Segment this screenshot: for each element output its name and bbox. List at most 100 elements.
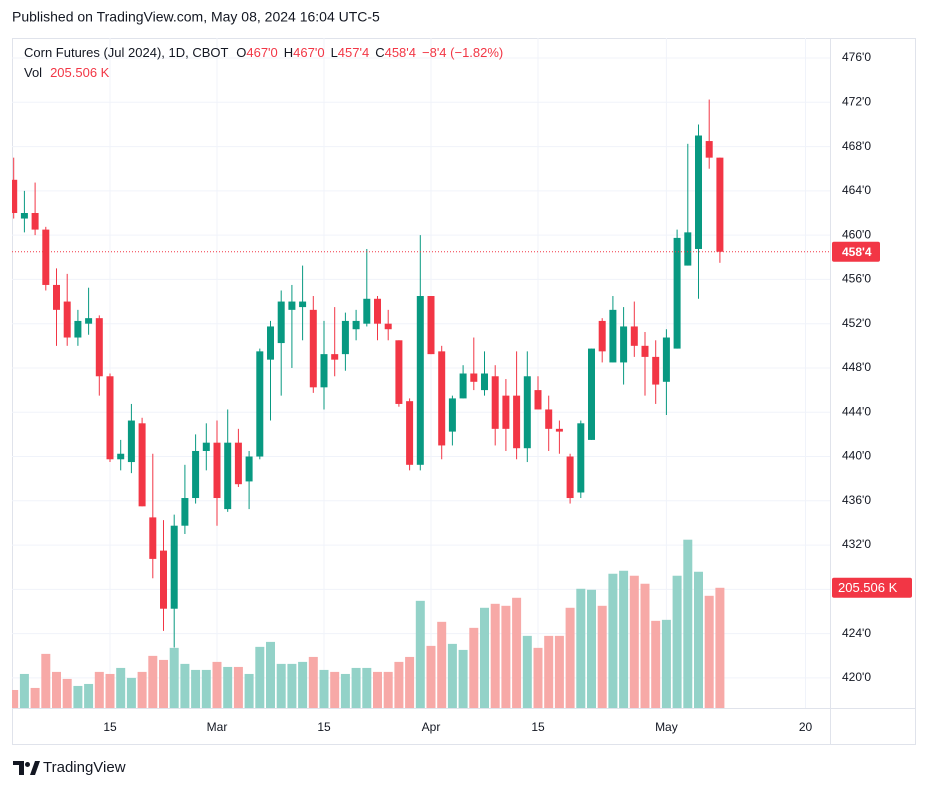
candle-body — [320, 354, 328, 388]
candle-body — [245, 456, 253, 482]
volume-bar — [501, 605, 511, 708]
volume-bar — [116, 667, 126, 708]
grid — [12, 38, 830, 708]
volume-bar — [41, 653, 51, 708]
volume-bar — [597, 605, 607, 708]
volume-bar — [340, 673, 350, 708]
candle-body — [277, 301, 285, 344]
candle-body — [374, 298, 381, 324]
volume-bar — [105, 673, 115, 708]
volume-bar — [522, 635, 532, 708]
y-tick-label: 468'0 — [842, 139, 871, 153]
candle-body — [684, 232, 692, 266]
volume-bar — [52, 671, 61, 708]
candle-body — [202, 442, 210, 451]
y-tick-label: 448'0 — [842, 360, 871, 374]
volume-legend: Vol 205.506 K — [24, 65, 110, 80]
volume-bar — [683, 539, 693, 708]
candle-body — [256, 351, 264, 457]
volume-bar — [212, 661, 222, 708]
volume-bar — [544, 635, 554, 708]
logo-icon — [25, 762, 30, 767]
y-tick-label: 424'0 — [842, 626, 871, 640]
volume-bar — [694, 571, 703, 708]
volume-bar — [373, 671, 382, 708]
candle-body — [566, 456, 574, 499]
volume-bar — [19, 673, 29, 708]
y-tick-label: 472'0 — [842, 94, 871, 108]
candle-body — [481, 373, 488, 391]
candle-body — [170, 525, 178, 609]
volume-bar — [12, 689, 19, 708]
volume-bar — [480, 607, 489, 708]
volume-bars — [12, 539, 725, 708]
candle-body — [309, 309, 317, 388]
candle-body — [620, 326, 628, 363]
volume-bar — [394, 661, 404, 708]
volume-bar — [533, 647, 543, 708]
candle-body — [127, 420, 135, 463]
candle-body — [555, 428, 563, 432]
legend-title: Corn Futures (Jul 2024), 1D, CBOT — [24, 45, 229, 60]
candle-body — [267, 326, 274, 360]
candle-body — [192, 450, 200, 499]
volume-bar — [148, 655, 158, 708]
candle-body — [234, 442, 242, 485]
legend-key: C — [375, 45, 384, 60]
y-tick-label: 452'0 — [842, 316, 871, 330]
legend-key: H — [284, 45, 293, 60]
candle-body — [12, 179, 18, 213]
volume-bar — [255, 646, 265, 708]
volume-bar — [319, 669, 329, 708]
candle-body — [363, 298, 371, 324]
last-volume-tag — [832, 577, 912, 598]
volume-bar — [490, 603, 500, 708]
volume-bar — [30, 687, 40, 708]
x-tick-label: 15 — [317, 720, 331, 734]
candle-body — [470, 373, 478, 382]
volume-bar — [84, 683, 94, 708]
y-tick-label: 476'0 — [842, 50, 871, 64]
candle-body — [20, 212, 28, 219]
volume-bar — [640, 583, 650, 708]
candles — [12, 99, 830, 648]
volume-bar — [223, 666, 233, 708]
volume-bar — [576, 588, 586, 708]
candle-body — [652, 356, 660, 385]
candle-body — [545, 409, 553, 429]
volume-bar — [565, 607, 575, 708]
candle-body — [588, 348, 595, 440]
volume-bar — [512, 597, 522, 708]
volume-bar — [447, 643, 457, 708]
candle-body — [299, 301, 307, 308]
candle-body — [341, 320, 349, 355]
candle-body — [352, 320, 360, 330]
volume-bar — [94, 671, 104, 708]
brand-name: TradingView — [43, 759, 126, 776]
volume-bar — [298, 661, 308, 708]
candle-body — [577, 423, 585, 493]
legend-value: 467'0 — [293, 45, 324, 60]
x-tick-label: Apr — [422, 720, 441, 734]
y-tick-label: 432'0 — [842, 537, 871, 551]
legend-value: 205.506 K — [50, 65, 110, 80]
chart-frame — [12, 38, 916, 745]
volume-bar — [126, 677, 136, 708]
candle-body — [491, 376, 499, 429]
candle-body — [673, 237, 681, 349]
candle-body — [416, 296, 424, 465]
last-volume-label: 205.506 K — [838, 580, 898, 595]
volume-bar — [672, 575, 682, 708]
volume-bar — [415, 600, 425, 708]
candle-body — [74, 320, 82, 338]
candle-body — [42, 229, 50, 285]
y-tick-label: 444'0 — [842, 404, 871, 418]
x-tick-label: Mar — [207, 720, 228, 734]
candle-body — [117, 453, 125, 460]
y-tick-label: 436'0 — [842, 493, 871, 507]
volume-bar — [308, 656, 318, 708]
candle-body — [288, 301, 296, 310]
volume-bar — [73, 685, 83, 708]
last-price-label: 458'4 — [842, 245, 872, 259]
